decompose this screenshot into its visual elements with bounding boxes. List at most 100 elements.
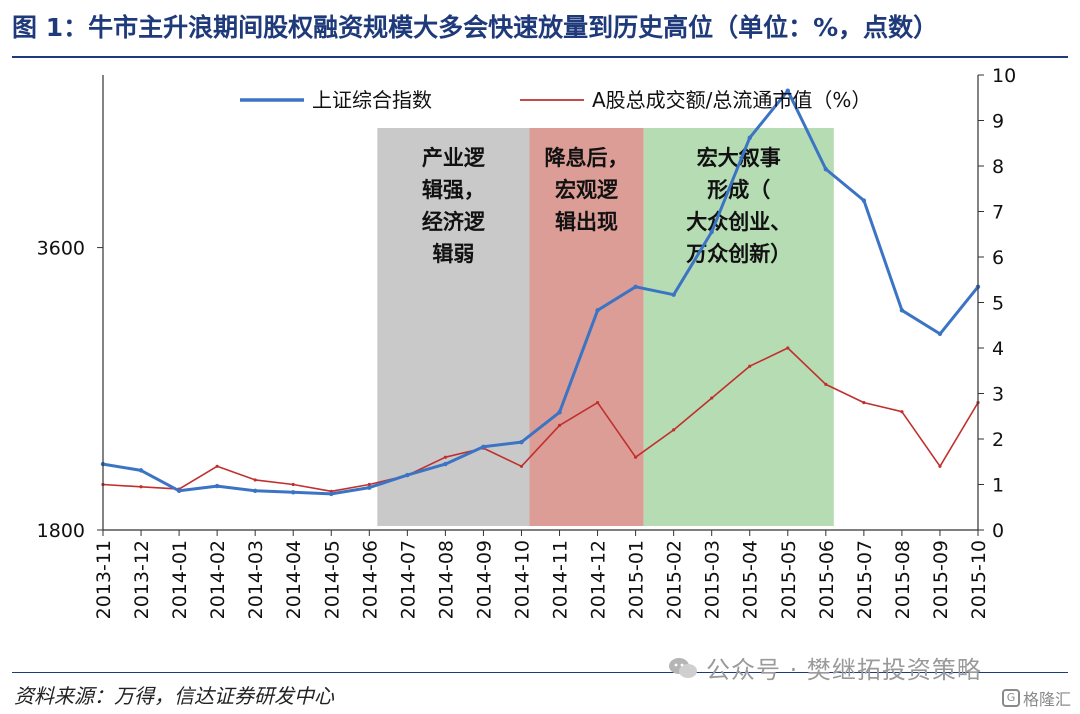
period-band-2: [529, 128, 644, 526]
sse-point: [481, 444, 486, 450]
sse-point: [557, 410, 562, 415]
sse-point: [291, 490, 296, 495]
x-tick-label: 2014-02: [207, 540, 229, 619]
ratio-point: [519, 464, 524, 468]
sse-point: [443, 461, 448, 467]
ratio-point: [443, 455, 447, 459]
x-tick-label: 2014-06: [359, 540, 381, 619]
legend-label-sse: 上证综合指数: [312, 88, 432, 112]
ratio-point: [291, 482, 295, 487]
right-tick-label: 5: [992, 293, 1004, 315]
footer-divider: [12, 672, 1068, 673]
period-label-1-line-3: 经济逻: [422, 210, 486, 234]
source-note: 资料来源：万得，信达证券研发中心: [14, 684, 334, 708]
x-tick-label: 2015-06: [816, 540, 838, 619]
wechat-icon: [669, 657, 697, 678]
ratio-point: [862, 401, 866, 405]
right-tick-label: 8: [992, 156, 1004, 178]
x-tick-label: 2014-09: [473, 540, 495, 619]
ratio-point: [938, 464, 942, 468]
ratio-point: [253, 478, 257, 482]
x-axis-ticks: 2013-11 2013-12 2014-01 2014-02 2014-03 2014-…: [93, 530, 990, 619]
right-tick-label: 7: [992, 202, 1004, 224]
page-title: 图 1：牛市主升浪期间股权融资规模大多会快速放量到历史高位（单位：%，点数）: [12, 13, 939, 42]
left-tick-label: 1800: [37, 520, 85, 542]
right-tick-label: 10: [992, 65, 1016, 87]
ratio-point: [367, 482, 371, 487]
x-tick-label: 2015-01: [626, 540, 648, 619]
period-label-2-line-1: 降息后，: [545, 146, 629, 170]
period-label-2-line-2: 宏观逻: [555, 178, 619, 202]
right-axis-ticks: 0 1 2 3 4 5 6 7 8 9 10: [978, 65, 1016, 542]
legend: 上证综合指数 A股总成交额/总流通市值（%）: [240, 88, 871, 112]
brand-logo: G 格隆汇: [1002, 686, 1071, 710]
ratio-point: [748, 364, 752, 368]
right-tick-label: 1: [992, 475, 1004, 497]
period-band-3: [643, 128, 834, 526]
x-tick-label: 2015-03: [702, 540, 724, 619]
period-label-2-line-3: 辑出现: [555, 210, 618, 234]
right-tick-label: 4: [992, 338, 1004, 360]
ratio-point: [710, 396, 714, 400]
x-tick-label: 2015-04: [740, 540, 762, 619]
sse-point: [176, 488, 182, 493]
legend-label-ratio: A股总成交额/总流通市值（%）: [592, 88, 871, 112]
period-label-1-line-4: 辑弱: [432, 242, 474, 266]
sse-point: [709, 229, 714, 235]
ratio-point: [215, 464, 219, 468]
ratio-point: [824, 382, 828, 386]
ratio-point: [557, 423, 562, 427]
sse-point: [937, 331, 943, 337]
logo-text: 格隆汇: [1023, 690, 1072, 709]
sse-point: [785, 88, 790, 93]
sse-point: [823, 166, 829, 172]
sse-point: [519, 439, 524, 445]
x-tick-label: 2015-07: [854, 540, 876, 619]
x-tick-label: 2014-05: [321, 540, 343, 619]
period-label-3-line-2: 形成（: [707, 178, 770, 202]
right-tick-label: 2: [992, 429, 1004, 451]
sse-point: [671, 292, 676, 297]
x-tick-label: 2014-08: [435, 540, 457, 619]
x-tick-label: 2014-10: [511, 540, 533, 619]
left-tick-label: 3600: [37, 238, 85, 260]
right-tick-label: 6: [992, 247, 1004, 269]
ratio-point: [139, 485, 143, 489]
right-tick-label: 3: [992, 384, 1004, 406]
sse-line: [102, 89, 980, 496]
sse-series: [100, 88, 981, 497]
right-tick-label: 0: [992, 520, 1004, 542]
logo-icon: G: [1002, 689, 1020, 707]
ratio-point: [634, 455, 638, 459]
x-tick-label: 2014-03: [245, 540, 267, 619]
x-tick-label: 2015-09: [930, 540, 952, 619]
sse-point: [633, 284, 638, 290]
sse-point: [367, 485, 372, 490]
sse-point: [405, 472, 410, 478]
ratio-point: [786, 346, 790, 350]
period-label-1-line-1: 产业逻: [422, 146, 486, 170]
title-divider: [12, 56, 1068, 58]
x-tick-label: 2014-11: [550, 540, 572, 619]
right-tick-label: 9: [992, 111, 1004, 133]
x-tick-label: 2015-08: [892, 540, 914, 619]
sse-point: [747, 135, 752, 140]
ratio-point: [595, 401, 600, 405]
ratio-point: [672, 428, 676, 432]
sse-point: [899, 308, 905, 313]
left-axis-ticks: 1800 3600: [37, 238, 103, 542]
sse-point: [214, 483, 220, 489]
ratio-point: [900, 410, 904, 414]
period-label-1-line-2: 辑强，: [422, 178, 485, 202]
period-label-3-line-3: 大众创业、: [686, 210, 791, 234]
x-tick-label: 2013-11: [93, 540, 115, 619]
x-tick-label: 2015-05: [778, 540, 800, 619]
x-tick-label: 2014-12: [588, 540, 610, 619]
x-tick-label: 2014-01: [169, 540, 191, 619]
x-tick-label: 2015-10: [968, 540, 990, 619]
sse-point: [138, 468, 144, 473]
x-tick-label: 2014-07: [397, 540, 419, 619]
sse-point: [861, 198, 867, 203]
